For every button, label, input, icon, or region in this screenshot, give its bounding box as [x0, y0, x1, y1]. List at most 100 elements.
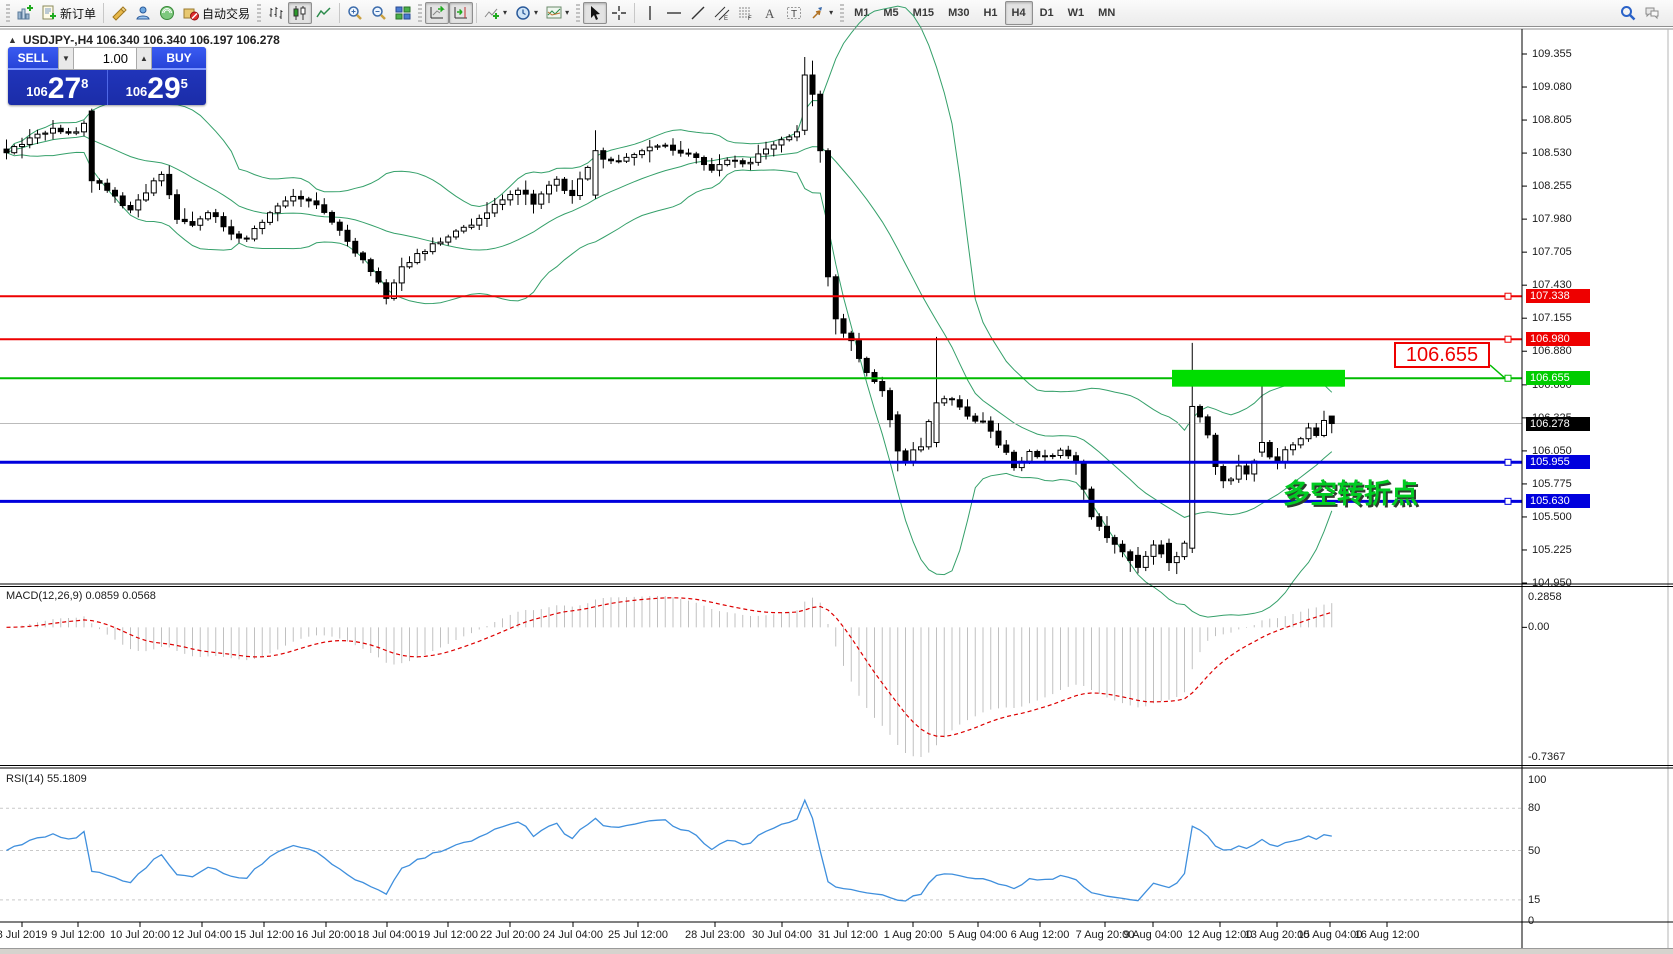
- dropdown-caret: ▾: [829, 8, 834, 17]
- oneclick-collapse-icon[interactable]: ▲: [8, 35, 17, 45]
- timeframe-d1-button[interactable]: D1: [1039, 7, 1054, 19]
- price-line-badge: 106.278: [1526, 416, 1590, 431]
- bid-big-digits: 27: [47, 71, 82, 105]
- turning-point-annotation[interactable]: 多空转折点: [1283, 479, 1418, 510]
- rsi-axis-level: 100: [1528, 774, 1547, 786]
- search-button[interactable]: [1616, 2, 1640, 24]
- community-button[interactable]: [131, 2, 155, 24]
- macd-axis-zero: 0.00: [1528, 621, 1550, 634]
- new-order-button[interactable]: 新订单: [37, 2, 100, 24]
- rsi-label: RSI(14) 55.1809: [6, 773, 87, 785]
- crosshair-button[interactable]: [607, 2, 631, 24]
- time-tick-label: 19 Jul 12:00: [418, 929, 478, 941]
- auto-scroll-icon: [430, 5, 445, 19]
- chart-shift-button[interactable]: [449, 2, 474, 24]
- templates-icon: [546, 6, 562, 19]
- volume-increase-button[interactable]: ▲: [136, 47, 152, 70]
- new-chart-button[interactable]: [13, 2, 37, 24]
- cursor-button[interactable]: [583, 2, 608, 24]
- rsi-axis-level: 0: [1528, 915, 1535, 927]
- one-click-trading-panel: SELL ▼ 1.00 ▲ BUY 106 27 8 106 29 5: [8, 47, 206, 105]
- vertical-line-button[interactable]: [638, 2, 662, 24]
- price-tick-label: 108.530: [1532, 147, 1572, 160]
- rsi-axis-level: 80: [1528, 802, 1541, 815]
- ask-price[interactable]: 106 29 5: [108, 70, 207, 105]
- timeframe-h4-button[interactable]: H4: [1004, 1, 1033, 25]
- periods-button[interactable]: ▾: [511, 2, 542, 24]
- tile-windows-icon: [395, 6, 411, 20]
- equidistant-channel-button[interactable]: E: [710, 2, 734, 24]
- new-order-icon: [42, 5, 56, 20]
- timeframe-m30-button[interactable]: M30: [948, 7, 970, 19]
- trendline-button[interactable]: [686, 2, 710, 24]
- price-tick-label: 105.225: [1532, 543, 1572, 556]
- toolbar-separator: [476, 3, 478, 23]
- time-tick-label: 18 Jul 04:00: [357, 929, 417, 941]
- price-line-badge: 105.630: [1526, 494, 1590, 509]
- price-tick-label: 105.500: [1532, 510, 1572, 523]
- time-tick-label: 15 Jul 12:00: [234, 929, 294, 941]
- volume-decrease-button[interactable]: ▼: [58, 47, 74, 70]
- price-line-badge: 107.338: [1526, 289, 1590, 304]
- price-tick-label: 104.950: [1532, 577, 1572, 589]
- macd-label: MACD(12,26,9) 0.0859 0.0568: [6, 590, 156, 602]
- ask-big-digits: 29: [147, 71, 181, 105]
- macd-title: MACD(12,26,9): [6, 590, 83, 602]
- price-tick-label: 105.775: [1532, 477, 1572, 490]
- fibonacci-button[interactable]: F: [734, 2, 758, 24]
- candlestick-chart-icon: [293, 6, 306, 20]
- signals-button[interactable]: [155, 2, 179, 24]
- rsi-title: RSI(14): [6, 773, 44, 785]
- timeframe-w1-button[interactable]: W1: [1067, 7, 1085, 19]
- line-chart-button[interactable]: [312, 2, 336, 24]
- timeframe-h1-button[interactable]: H1: [983, 7, 998, 19]
- time-tick-label: 5 Aug 04:00: [948, 929, 1008, 941]
- macd-main-value: 0.0859: [85, 590, 120, 602]
- horizontal-line-icon: [667, 12, 682, 14]
- buy-button[interactable]: BUY: [152, 47, 206, 70]
- templates-button[interactable]: ▾: [542, 2, 573, 24]
- autotrading-button[interactable]: 自动交易: [179, 2, 254, 24]
- svg-text:F: F: [748, 16, 752, 21]
- horizontal-line-button[interactable]: [662, 2, 686, 24]
- tile-windows-button[interactable]: [391, 2, 415, 24]
- tester-button[interactable]: [107, 2, 131, 24]
- bid-pip-digit: 8: [81, 76, 89, 91]
- indicators-button[interactable]: ▾: [480, 2, 511, 24]
- price-tick-label: 107.430: [1532, 279, 1572, 292]
- timeframe-mn-button[interactable]: MN: [1098, 7, 1116, 19]
- zoom-in-button[interactable]: [343, 2, 367, 24]
- channel-icon: E: [714, 6, 730, 21]
- price-tick-label: 109.355: [1532, 48, 1572, 60]
- bid-price[interactable]: 106 27 8: [8, 70, 108, 105]
- toolbar-separator: [339, 3, 341, 23]
- zoom-out-button[interactable]: [367, 2, 391, 24]
- chat-button[interactable]: [1640, 2, 1664, 24]
- time-tick-label: 30 Jul 04:00: [752, 929, 812, 941]
- timeframe-m1-button[interactable]: M1: [854, 7, 870, 19]
- time-tick-label: 22 Jul 20:00: [480, 929, 540, 941]
- price-callout-label[interactable]: 106.655: [1394, 342, 1490, 368]
- autotrading-label: 自动交易: [202, 6, 251, 21]
- symbol-ohlc-text: USDJPY-,H4 106.340 106.340 106.197 106.2…: [22, 33, 280, 47]
- chart-shift-icon: [454, 7, 468, 19]
- timeframe-group: M1 M5 M15 M30 H1 H4 D1 W1 MN: [847, 1, 1122, 25]
- dropdown-caret: ▾: [503, 8, 508, 17]
- time-tick-label: 9 Jul 12:00: [51, 929, 105, 941]
- timeframe-m5-button[interactable]: M5: [883, 7, 899, 19]
- sell-button[interactable]: SELL: [8, 47, 58, 70]
- arrow-objects-icon: [812, 7, 823, 19]
- timeframe-m15-button[interactable]: M15: [912, 7, 935, 19]
- zoom-out-icon: [372, 6, 386, 20]
- price-line-badge: 105.955: [1526, 455, 1590, 470]
- candlestick-chart-button[interactable]: [288, 2, 313, 24]
- price-tick-label: 109.080: [1532, 81, 1572, 94]
- text-label-button[interactable]: T: [782, 2, 806, 24]
- bar-chart-button[interactable]: [264, 2, 288, 24]
- arrows-button[interactable]: ▾: [806, 2, 837, 24]
- text-button[interactable]: A: [758, 2, 782, 24]
- auto-scroll-button[interactable]: [425, 2, 450, 24]
- volume-field[interactable]: 1.00: [74, 47, 136, 70]
- chat-icon: [1645, 7, 1659, 20]
